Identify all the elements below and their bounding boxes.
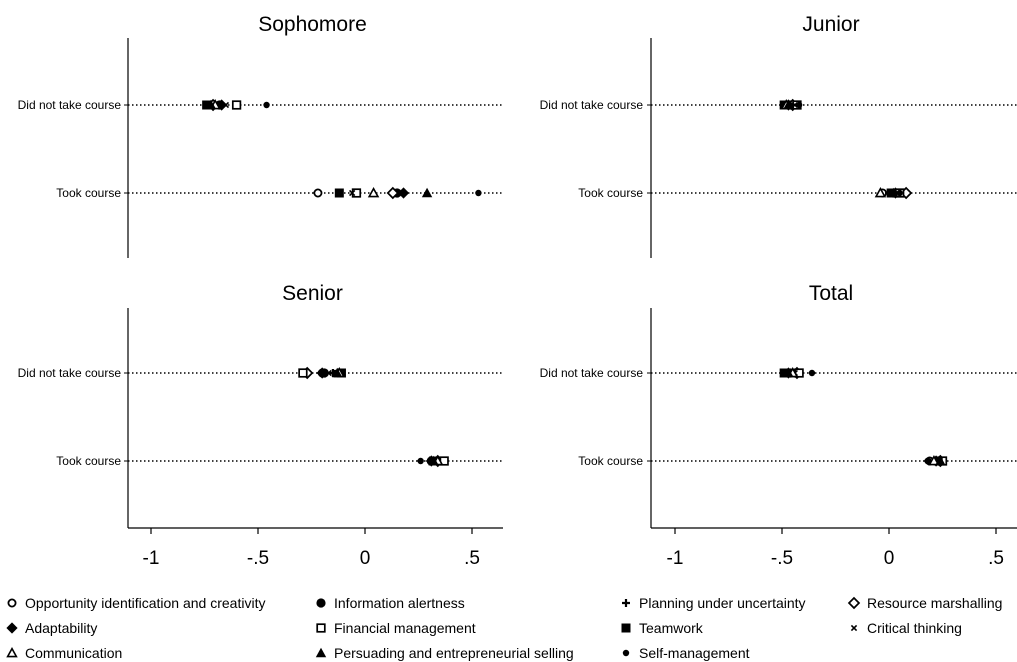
x-small-icon: [850, 624, 858, 632]
category-label: Took course: [578, 454, 643, 468]
dot-small-icon: [622, 649, 630, 657]
data-point-triangle-filled: [783, 99, 794, 110]
x-tick-label: -.5: [771, 548, 793, 569]
category-label: Took course: [56, 454, 121, 468]
legend-label: Adaptability: [25, 620, 98, 636]
data-point-dot-small: [795, 101, 803, 109]
legend-label: Persuading and entrepreneurial selling: [334, 645, 574, 661]
x-tick-label: -1: [667, 548, 684, 569]
panel-sophomore: Sophomore Did not take course Took course: [18, 13, 503, 258]
legend-marker-icon: [622, 599, 630, 607]
legend-marker-icon: [6, 622, 18, 634]
x-tick-label: -.5: [247, 548, 269, 569]
legend-marker-icon: [622, 649, 630, 657]
diamond-open-icon: [847, 596, 861, 610]
data-point-square-filled: [334, 188, 344, 198]
legend-marker-icon: [315, 647, 327, 658]
data-point-diamond-filled: [397, 187, 410, 199]
data-point-x-small: [222, 101, 230, 109]
category-label: Did not take course: [18, 98, 122, 112]
data-point-dot-small: [924, 457, 931, 465]
category-label: Took course: [56, 186, 121, 200]
panel-title: Junior: [802, 13, 859, 36]
square-open-icon: [316, 623, 326, 633]
legend-marker-icon: [316, 598, 326, 608]
data-point-diamond-filled: [316, 367, 328, 379]
data-point-triangle-open: [874, 186, 887, 198]
data-point-x-small: [325, 369, 332, 377]
legend-marker-icon: [621, 623, 631, 633]
triangle-filled-icon: [315, 647, 327, 658]
legend-marker-icon: [6, 646, 18, 658]
data-point-dot-small: [263, 101, 270, 109]
legend-marker-icon: [7, 598, 17, 608]
category-label: Did not take course: [540, 98, 644, 112]
data-point-triangle-filled: [428, 455, 439, 466]
category-label: Did not take course: [18, 366, 122, 380]
data-point-dot-small: [331, 369, 339, 377]
legend-label: Teamwork: [639, 620, 703, 636]
circle-filled-icon: [316, 598, 326, 608]
legend-label: Communication: [25, 645, 123, 661]
data-point-circle-open: [313, 188, 323, 198]
data-point-dot-small: [808, 369, 816, 377]
legend-label: Financial management: [334, 620, 476, 636]
data-point-triangle-open: [367, 186, 380, 198]
data-point-triangle-filled: [783, 367, 794, 378]
square-filled-icon: [621, 623, 631, 633]
category-label: Did not take course: [540, 366, 644, 380]
triangle-open-icon: [6, 646, 18, 658]
data-point-triangle-open: [928, 454, 940, 466]
data-point-triangle-filled: [421, 187, 433, 198]
legend-label: Resource marshalling: [867, 595, 1003, 611]
category-label: Took course: [578, 186, 643, 200]
panel-title: Sophomore: [258, 13, 367, 36]
diamond-filled-icon: [6, 622, 18, 634]
data-point-triangle-filled: [935, 455, 946, 466]
data-point-dot-small: [475, 189, 482, 197]
data-point-square-open: [298, 368, 308, 378]
x-tick-label: .5: [988, 548, 1004, 569]
legend-marker-icon: [847, 596, 861, 610]
panel-total: Total Did not take course Took course -1 -.5…: [540, 282, 1017, 569]
data-point-dot-small: [896, 189, 903, 197]
plus-icon: [622, 599, 630, 607]
legend-label: Information alertness: [334, 595, 465, 611]
x-tick-label: 0: [360, 548, 371, 569]
data-point-square-open: [231, 100, 242, 110]
data-point-square-filled: [779, 368, 789, 378]
data-point-diamond-open: [386, 186, 400, 200]
data-point-triangle-filled: [205, 99, 217, 110]
legend-label: Critical thinking: [867, 620, 962, 636]
legend-label: Opportunity identification and creativit…: [25, 595, 266, 611]
x-tick-label: -1: [143, 548, 160, 569]
legend-marker-icon: [316, 623, 326, 633]
data-point-x-small: [348, 189, 356, 197]
panel-title: Total: [809, 282, 853, 305]
circle-open-icon: [7, 598, 17, 608]
data-point-square-filled: [202, 100, 212, 110]
x-tick-label: .5: [464, 548, 480, 569]
data-point-dot-small: [417, 457, 424, 465]
x-tick-label: 0: [884, 548, 895, 569]
panel-title: Senior: [282, 282, 343, 305]
legend-label: Planning under uncertainty: [639, 595, 806, 611]
panel-senior: Senior Did not take course Took course -1 -.…: [18, 282, 503, 569]
panel-junior: Junior Did not take course Took course: [540, 13, 1017, 258]
legend-marker-icon: [850, 624, 858, 632]
legend-label: Self-management: [639, 645, 750, 661]
data-point-triangle-filled: [888, 187, 899, 198]
